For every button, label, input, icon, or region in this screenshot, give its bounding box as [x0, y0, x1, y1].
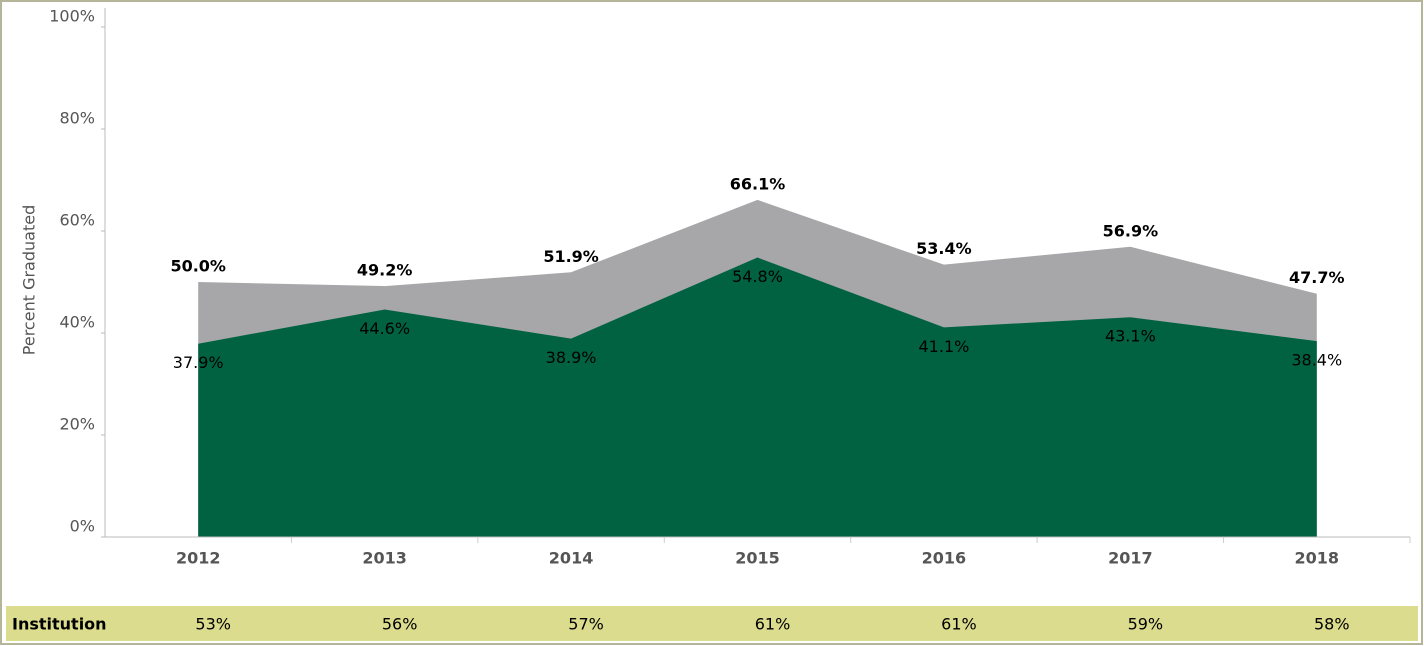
data-label: 43.1% — [1105, 327, 1156, 346]
x-tick-label: 2013 — [362, 549, 407, 568]
y-tick-label: 80% — [59, 109, 95, 128]
footer-cell: 59% — [1128, 615, 1164, 634]
x-tick-label: 2015 — [735, 549, 780, 568]
footer-band — [6, 606, 1418, 641]
y-tick-label: 20% — [59, 415, 95, 434]
x-tick-label: 2016 — [922, 549, 967, 568]
data-label: 51.9% — [543, 247, 599, 266]
y-tick-label: 60% — [59, 211, 95, 230]
y-axis-title: Percent Graduated — [20, 205, 39, 355]
data-label: 47.7% — [1289, 268, 1345, 287]
x-tick-label: 2018 — [1295, 549, 1340, 568]
data-label: 54.8% — [732, 267, 783, 286]
data-label: 38.4% — [1291, 351, 1342, 370]
footer-cell: 53% — [195, 615, 231, 634]
y-tick-label: 40% — [59, 313, 95, 332]
data-label: 37.9% — [173, 353, 224, 372]
data-label: 56.9% — [1103, 221, 1159, 240]
footer-cell: 58% — [1314, 615, 1350, 634]
footer-label: Institution — [12, 615, 107, 634]
data-label: 38.9% — [546, 348, 597, 367]
x-tick-label: 2012 — [176, 549, 221, 568]
y-tick-label: 100% — [49, 7, 95, 26]
y-tick-label: 0% — [70, 517, 95, 536]
data-label: 53.4% — [916, 239, 972, 258]
data-label: 50.0% — [170, 257, 226, 276]
x-tick-label: 2017 — [1108, 549, 1153, 568]
data-label: 49.2% — [357, 261, 413, 280]
area — [198, 257, 1317, 537]
footer-cell: 56% — [382, 615, 418, 634]
data-label: 44.6% — [359, 319, 410, 338]
data-label: 41.1% — [919, 337, 970, 356]
footer-cell: 57% — [568, 615, 604, 634]
footer-cell: 61% — [755, 615, 791, 634]
x-tick-label: 2014 — [549, 549, 594, 568]
data-label: 66.1% — [730, 174, 786, 193]
footer-cell: 61% — [941, 615, 977, 634]
